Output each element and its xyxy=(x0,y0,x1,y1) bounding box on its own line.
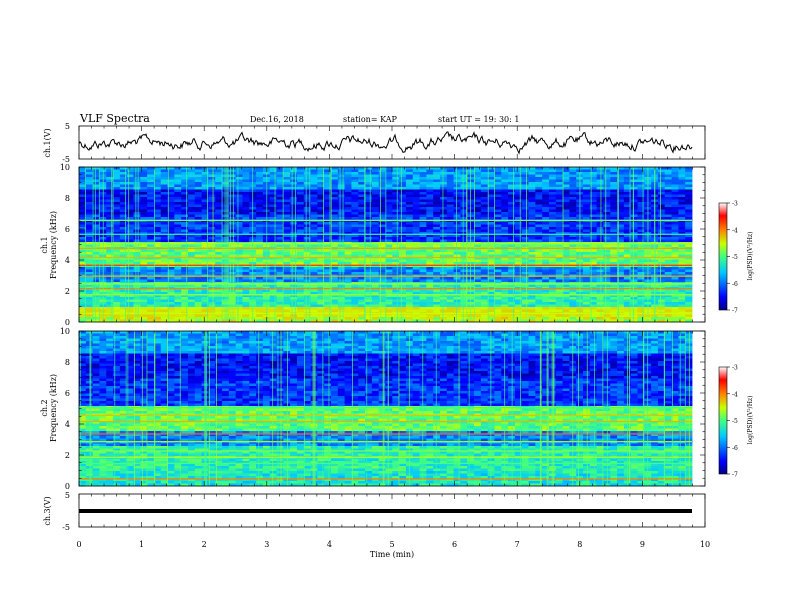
colorbar-1-ticks: -3 -4 -5 -6 -7 xyxy=(727,201,738,315)
ch1-spectrogram-panel: 0 2 4 6 8 10 ch.1 Frequency (kHz) xyxy=(40,163,705,327)
figure-title: VLF Spectra xyxy=(79,112,150,125)
x-tick-label: 7 xyxy=(515,540,520,549)
ch2-spectrogram-image xyxy=(79,331,692,486)
colorbar-tick-label: -6 xyxy=(732,281,738,288)
ch2-spectrogram-ylabel-2: Frequency (kHz) xyxy=(49,374,58,442)
x-axis-tick-labels: 0 1 2 3 4 5 6 7 8 9 10 xyxy=(76,540,710,549)
station-label: station= KAP xyxy=(343,115,398,124)
ch1-waveform-panel: 5 -5 ch.1(V) xyxy=(43,122,705,164)
ytick-label: 8 xyxy=(65,358,70,367)
ch3-ytick-top: 5 xyxy=(65,491,70,500)
ytick-label: 6 xyxy=(65,389,70,398)
ch1-spectrogram-ylabel-2: Frequency (kHz) xyxy=(49,211,58,279)
ytick-label: 0 xyxy=(65,482,70,491)
colorbar-2-ticks: -3 -4 -5 -6 -7 xyxy=(727,365,738,479)
vlf-figure: VLF Spectra Dec.16, 2018 station= KAP st… xyxy=(0,0,792,612)
ytick-label: 0 xyxy=(65,318,70,327)
x-tick-label: 9 xyxy=(640,540,645,549)
x-tick-label: 1 xyxy=(139,540,144,549)
x-axis-label: Time (min) xyxy=(370,550,414,559)
colorbar-tick-label: -3 xyxy=(732,201,738,208)
ytick-label: 10 xyxy=(60,163,70,172)
x-tick-label: 2 xyxy=(202,540,207,549)
ytick-label: 2 xyxy=(65,451,70,460)
colorbar-tick-label: -4 xyxy=(732,391,738,398)
ch2-spectrogram-ylabel-1: ch.2 xyxy=(40,399,49,416)
ytick-label: 2 xyxy=(65,287,70,296)
colorbar-1-label: log(PSD)(V²/Hz) xyxy=(747,232,754,281)
date-label: Dec.16, 2018 xyxy=(250,115,304,124)
colorbar-tick-label: -5 xyxy=(732,418,738,425)
ch3-ylabel: ch.3(V) xyxy=(43,496,52,525)
colorbar-tick-label: -5 xyxy=(732,254,738,261)
ch2-spectrogram-panel: 0 2 4 6 8 10 ch.2 Frequency (kHz) xyxy=(40,327,705,491)
ytick-label: 8 xyxy=(65,194,70,203)
ch1-spectrogram-image xyxy=(79,167,692,322)
colorbar-tick-label: -7 xyxy=(732,472,738,479)
x-tick-label: 6 xyxy=(452,540,457,549)
x-tick-label: 10 xyxy=(700,540,710,549)
colorbar-1: -3 -4 -5 -6 -7 log(PSD)(V²/Hz) xyxy=(719,201,754,315)
colorbar-tick-label: -4 xyxy=(732,227,738,234)
colorbar-tick-label: -6 xyxy=(732,445,738,452)
start-time-label: start UT = 19: 30: 1 xyxy=(438,115,519,124)
ch1-ylabel: ch.1(V) xyxy=(43,128,52,157)
ch1-y-tick-labels: 0 2 4 6 8 10 xyxy=(60,163,70,327)
ch3-waveform-panel: 5 -5 ch.3(V) xyxy=(43,491,705,532)
ch1-spectrogram-ylabel-1: ch.1 xyxy=(40,236,49,253)
ytick-label: 10 xyxy=(60,327,70,336)
colorbar-tick-label: -7 xyxy=(732,308,738,315)
ch2-y-tick-labels: 0 2 4 6 8 10 xyxy=(60,327,70,491)
ch3-ytick-bottom: -5 xyxy=(62,523,70,532)
x-tick-label: 0 xyxy=(76,540,81,549)
x-tick-label: 3 xyxy=(264,540,269,549)
x-tick-label: 5 xyxy=(389,540,394,549)
colorbar-2-label: log(PSD)(V²/Hz) xyxy=(747,396,754,445)
colorbar-tick-label: -3 xyxy=(732,365,738,372)
ytick-label: 4 xyxy=(65,420,70,429)
ytick-label: 6 xyxy=(65,225,70,234)
ytick-label: 4 xyxy=(65,256,70,265)
x-tick-label: 4 xyxy=(327,540,332,549)
colorbar-2: -3 -4 -5 -6 -7 log(PSD)(V²/Hz) xyxy=(719,365,754,479)
ch1-ytick-top: 5 xyxy=(65,122,70,131)
x-tick-label: 8 xyxy=(577,540,582,549)
